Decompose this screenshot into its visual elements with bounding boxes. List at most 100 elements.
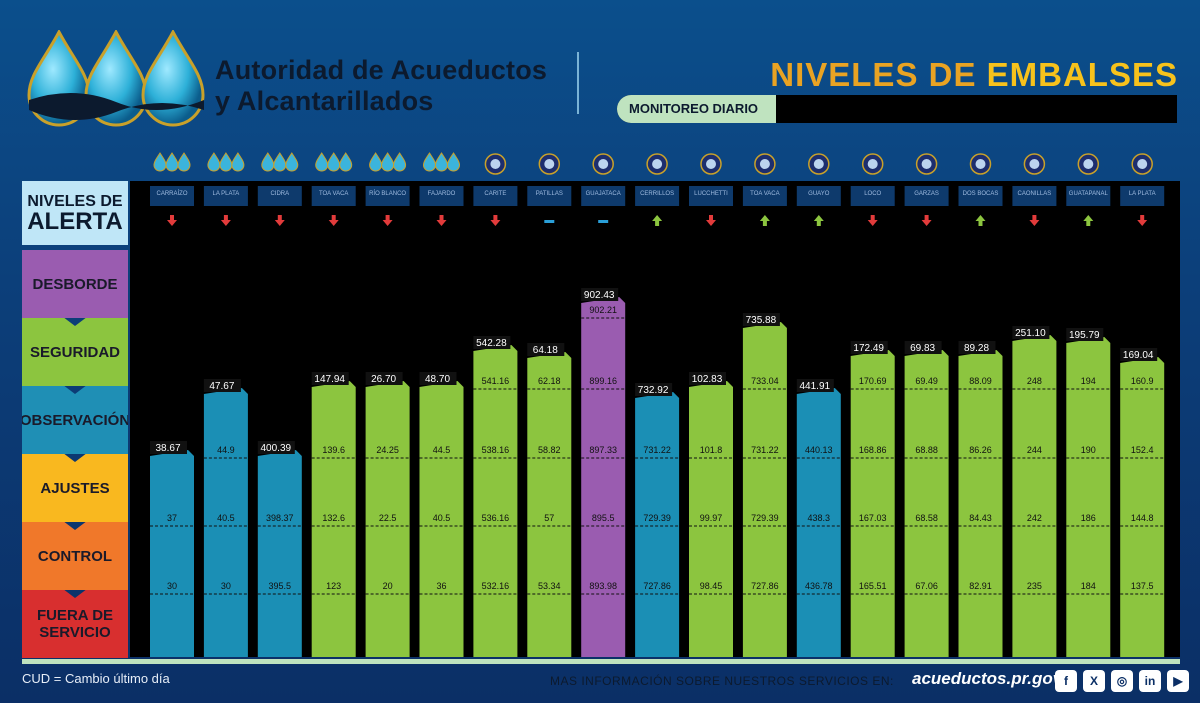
reservoir-bar <box>689 381 733 657</box>
x-icon[interactable]: X <box>1083 670 1105 692</box>
reservoir-seal-inner-icon <box>706 159 716 169</box>
reservoir-name: GUAJATACA <box>586 191 621 197</box>
reservoir-seal-inner-icon <box>490 159 501 169</box>
threshold-value: 99.97 <box>700 513 723 523</box>
threshold-value: 67.06 <box>915 581 938 591</box>
reservoir-level-value: 102.83 <box>692 374 723 385</box>
instagram-icon[interactable]: ◎ <box>1111 670 1133 692</box>
legend-level-2: SEGURIDAD <box>22 318 128 386</box>
trend-up-arrow-icon <box>975 215 986 226</box>
threshold-value: 897.33 <box>589 445 617 455</box>
reservoir-level-value: 251.10 <box>1015 328 1046 339</box>
youtube-icon[interactable]: ▶ <box>1167 670 1189 692</box>
linkedin-icon[interactable]: in <box>1139 670 1161 692</box>
reservoir-drop-icon <box>369 152 383 172</box>
threshold-value: 37 <box>167 513 177 523</box>
reservoir-name: TOA VACA <box>319 191 348 197</box>
reservoir-level-value: 26.70 <box>371 374 396 385</box>
threshold-value: 184 <box>1081 581 1096 591</box>
trend-down-arrow-icon <box>220 215 231 226</box>
reservoir-name: CARRAÍZO <box>156 190 187 197</box>
legend-title: NIVELES DE ALERTA <box>22 181 128 245</box>
reservoir-name: CIDRA <box>270 191 289 197</box>
trend-flat-icon <box>544 220 555 223</box>
reservoir-drop-icon <box>381 152 395 172</box>
reservoir-name: CARITE <box>484 191 506 197</box>
reservoir-name-box <box>742 186 787 206</box>
reservoir-level-box <box>1066 328 1104 341</box>
reservoir-bar <box>527 352 572 657</box>
threshold-value: 101.8 <box>700 445 723 455</box>
trend-down-arrow-icon <box>706 215 716 226</box>
threshold-value: 40.5 <box>433 513 451 523</box>
reservoir-seal-inner-icon <box>921 159 932 169</box>
reservoir-seal-inner-icon <box>544 159 555 169</box>
reservoir-bar <box>257 450 302 657</box>
legend-level-label: CONTROL <box>37 547 113 565</box>
threshold-value: 132.6 <box>322 513 345 523</box>
trend-flat-icon <box>598 220 609 223</box>
threshold-value: 727.86 <box>751 581 779 591</box>
legend-title-line1: NIVELES DE <box>27 192 123 210</box>
threshold-value: 733.04 <box>751 376 779 386</box>
reservoir-level-box <box>527 343 565 356</box>
reservoir-name-box <box>635 186 680 206</box>
trend-down-arrow-icon <box>436 215 447 226</box>
threshold-value: 538.16 <box>482 445 510 455</box>
reservoir-drop-icon <box>177 152 191 172</box>
threshold-value: 398.37 <box>266 513 294 523</box>
reservoir-level-box <box>635 383 673 396</box>
reservoir-name: LOCO <box>864 191 881 197</box>
threshold-value: 53.34 <box>538 581 561 591</box>
threshold-value: 194 <box>1081 376 1096 386</box>
legend-title-line2: ALERTA <box>27 207 123 235</box>
reservoir-drop-icon <box>207 152 221 172</box>
trend-down-arrow-icon <box>490 215 501 226</box>
threshold-value: 165.51 <box>859 581 887 591</box>
threshold-value: 248 <box>1027 376 1042 386</box>
page-title-part2: EMBALSES <box>986 56 1178 93</box>
reservoir-bar <box>581 297 626 657</box>
reservoir-name: FAJARDO <box>428 191 456 197</box>
reservoir-level-value: 69.83 <box>910 343 935 354</box>
reservoir-name-box <box>1066 186 1111 206</box>
threshold-value: 144.8 <box>1131 513 1154 523</box>
reservoir-level-value: 400.39 <box>261 443 292 454</box>
reservoir-level-value: 735.88 <box>746 315 777 326</box>
threshold-value: 731.22 <box>751 445 779 455</box>
reservoir-level-value: 169.04 <box>1123 350 1154 361</box>
reservoir-bar <box>1066 337 1111 657</box>
legend-level-label: SEGURIDAD <box>29 343 120 361</box>
reservoir-name-box <box>257 186 302 206</box>
reservoir-drop-icon <box>153 152 167 172</box>
reservoir-level-box <box>689 372 726 385</box>
threshold-value: 395.5 <box>269 581 292 591</box>
reservoir-bar <box>850 350 895 657</box>
org-name-line1: Autoridad de Acueductos <box>215 55 548 85</box>
threshold-value: 88.09 <box>969 376 992 386</box>
reservoir-drop-icon <box>434 152 449 172</box>
reservoir-level-box <box>796 379 834 392</box>
footer-url-link[interactable]: acueductos.pr.gov <box>912 669 1063 688</box>
reservoir-name: LA PLATA <box>213 191 240 197</box>
reservoir-level-box <box>203 379 241 392</box>
reservoir-bar <box>203 388 248 657</box>
aaa-logo-icon <box>27 30 205 127</box>
page-title-part1: NIVELES DE <box>770 56 987 93</box>
threshold-value: 57 <box>544 513 554 523</box>
org-name-line2: y Alcantarillados <box>215 86 434 116</box>
reservoir-drop-icon <box>219 152 233 172</box>
trend-down-arrow-icon <box>382 215 393 226</box>
threshold-value: 62.18 <box>538 376 561 386</box>
trend-down-arrow-icon <box>167 215 177 226</box>
reservoir-bar <box>311 381 356 657</box>
reservoir-name-box <box>958 186 1003 206</box>
reservoir-level-value: 441.91 <box>800 381 831 392</box>
legend-level-label: OBSERVACIÓN <box>19 411 131 429</box>
facebook-icon[interactable]: f <box>1055 670 1077 692</box>
reservoir-name: LUCCHETTI <box>694 191 728 197</box>
reservoir-drop-icon <box>273 152 287 172</box>
reservoir-level-value: 902.43 <box>584 290 615 301</box>
reservoir-level-box <box>581 288 619 301</box>
